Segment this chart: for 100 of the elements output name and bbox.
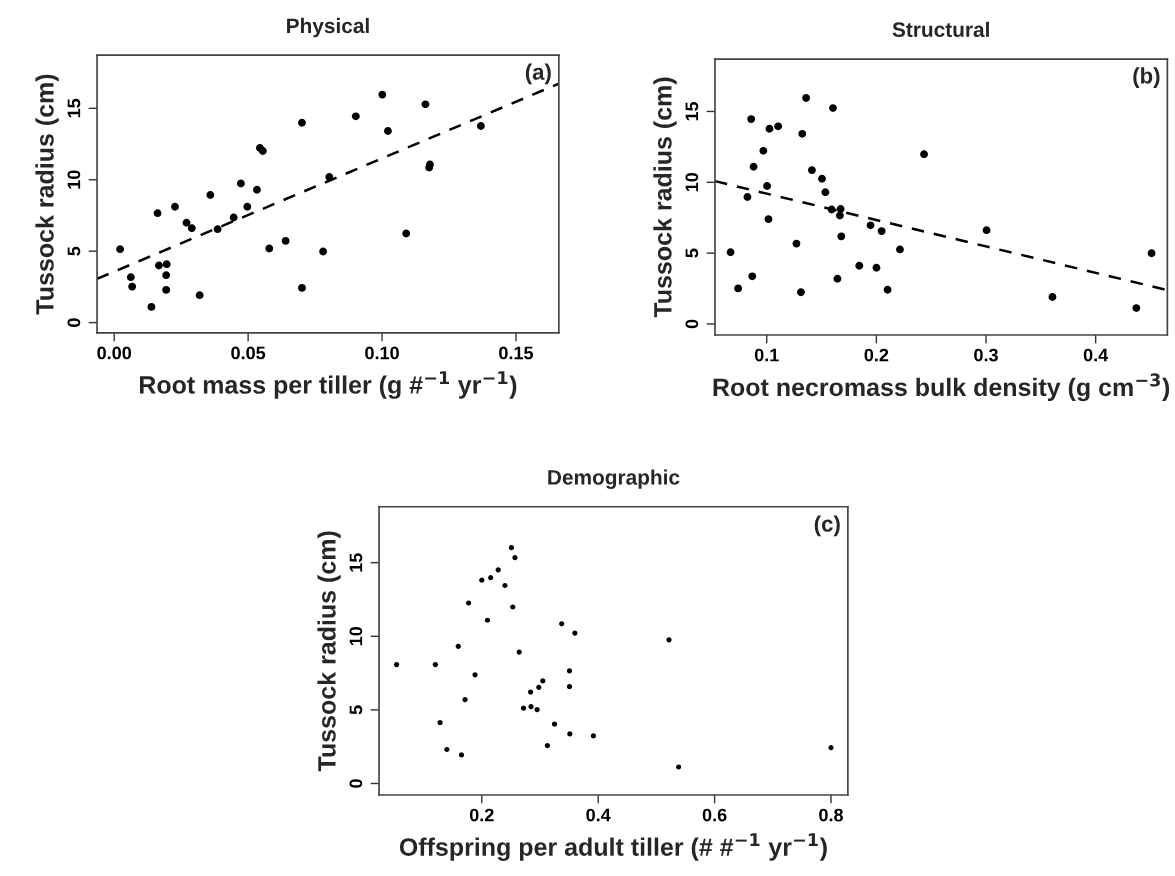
point xyxy=(540,678,546,684)
point xyxy=(155,261,163,270)
point xyxy=(444,746,450,753)
point xyxy=(566,668,573,674)
x-axis-title: Root mass per tiller (g #$^{−1}$ yr$^{−1}$) xyxy=(139,371,517,399)
point xyxy=(747,115,756,124)
x-tick-label: 0.6 xyxy=(702,808,727,822)
point xyxy=(807,166,816,175)
point xyxy=(920,150,928,159)
y-tick-label: 5 xyxy=(67,246,81,256)
point xyxy=(421,100,430,109)
point xyxy=(437,720,443,726)
point xyxy=(759,146,768,155)
x-tick-label: 0.4 xyxy=(586,808,611,822)
y-tick-label: 5 xyxy=(349,705,363,715)
y-tick-label: 0 xyxy=(685,319,699,329)
point xyxy=(495,567,501,573)
point xyxy=(378,90,387,99)
point xyxy=(528,689,534,695)
point xyxy=(213,225,222,234)
y-axis-title: Tussock radius (cm) xyxy=(653,77,677,318)
point xyxy=(821,188,830,197)
point xyxy=(265,244,274,253)
point xyxy=(281,236,290,245)
point xyxy=(1147,249,1156,258)
x-tick-label: 0.3 xyxy=(974,348,998,362)
point xyxy=(798,129,807,138)
point xyxy=(116,245,125,254)
point xyxy=(528,704,534,710)
y-tick-label: 10 xyxy=(685,172,699,192)
x-axis-title: Root necromass bulk density (g cm$^{−3}$) xyxy=(713,373,1170,402)
point xyxy=(835,211,844,220)
point xyxy=(393,661,400,668)
point xyxy=(236,179,245,188)
point xyxy=(458,752,465,758)
chart-title: Physical xyxy=(287,17,369,38)
point xyxy=(734,284,743,293)
point xyxy=(512,555,518,561)
point xyxy=(534,707,540,713)
point xyxy=(476,122,485,130)
point xyxy=(551,721,558,727)
point xyxy=(488,575,494,581)
point xyxy=(384,127,392,135)
point xyxy=(253,185,261,194)
point xyxy=(866,221,875,230)
point xyxy=(243,202,252,211)
y-tick-label: 5 xyxy=(685,248,699,258)
point xyxy=(206,191,215,199)
point xyxy=(726,248,735,257)
point xyxy=(837,232,846,241)
point xyxy=(229,213,238,222)
point xyxy=(465,600,472,606)
point xyxy=(836,205,845,213)
point xyxy=(833,274,842,283)
point xyxy=(544,743,550,749)
point xyxy=(479,577,485,583)
point xyxy=(162,271,171,280)
y-axis-title: Tussock radius (cm) xyxy=(35,74,59,315)
point xyxy=(982,226,991,235)
point xyxy=(797,288,805,297)
annotation: (a) xyxy=(525,63,551,85)
point xyxy=(774,122,783,131)
point xyxy=(298,118,306,127)
y-axis-title: Tussock radius (cm) xyxy=(317,531,341,772)
point xyxy=(1048,293,1057,301)
point xyxy=(765,124,774,133)
point xyxy=(748,272,757,281)
point xyxy=(872,263,881,272)
y-tick-label: 15 xyxy=(67,98,81,118)
point xyxy=(462,696,468,703)
x-axis-title: Offspring per adult tiller (# #$^{−1}$ yr$^{−1}$) xyxy=(399,833,827,861)
chart-title: Demographic xyxy=(548,469,680,489)
point xyxy=(162,260,171,269)
point xyxy=(536,684,542,690)
x-tick-label: 0.10 xyxy=(365,346,399,360)
point xyxy=(351,112,360,121)
point xyxy=(126,273,135,282)
point xyxy=(802,94,811,102)
point xyxy=(792,239,801,248)
point xyxy=(1132,304,1141,312)
y-tick-label: 15 xyxy=(349,553,363,572)
point xyxy=(566,684,573,690)
annotation: (c) xyxy=(814,515,840,537)
point xyxy=(829,104,837,112)
point xyxy=(883,285,892,294)
point xyxy=(182,218,191,227)
point xyxy=(484,617,491,623)
point xyxy=(472,672,478,678)
annotation: (b) xyxy=(1133,67,1160,89)
point xyxy=(171,202,179,211)
point xyxy=(147,302,156,311)
point xyxy=(764,215,773,224)
point xyxy=(763,182,771,190)
point xyxy=(516,649,522,655)
point xyxy=(510,604,516,610)
x-tick-label: 0.00 xyxy=(97,346,132,360)
point xyxy=(319,247,328,256)
point xyxy=(162,285,171,294)
point xyxy=(743,193,752,201)
point xyxy=(749,162,758,171)
